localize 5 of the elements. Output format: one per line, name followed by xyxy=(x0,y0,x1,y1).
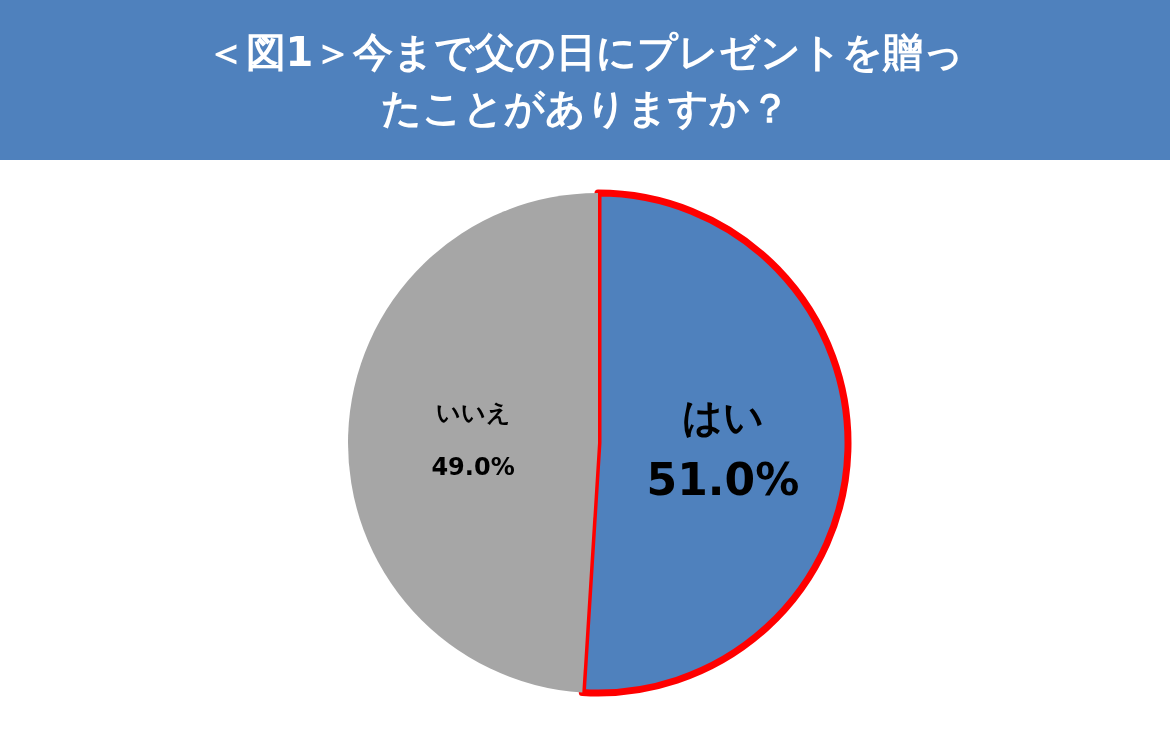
chart-title: ＜図1＞今まで父の日にプレゼントを贈ったことがありますか？ xyxy=(205,28,965,133)
data-label: 51.0% xyxy=(646,453,800,505)
slice-label: いいえ xyxy=(435,399,511,428)
slice-label: はい xyxy=(681,393,764,440)
data-label: 49.0% xyxy=(431,453,515,482)
